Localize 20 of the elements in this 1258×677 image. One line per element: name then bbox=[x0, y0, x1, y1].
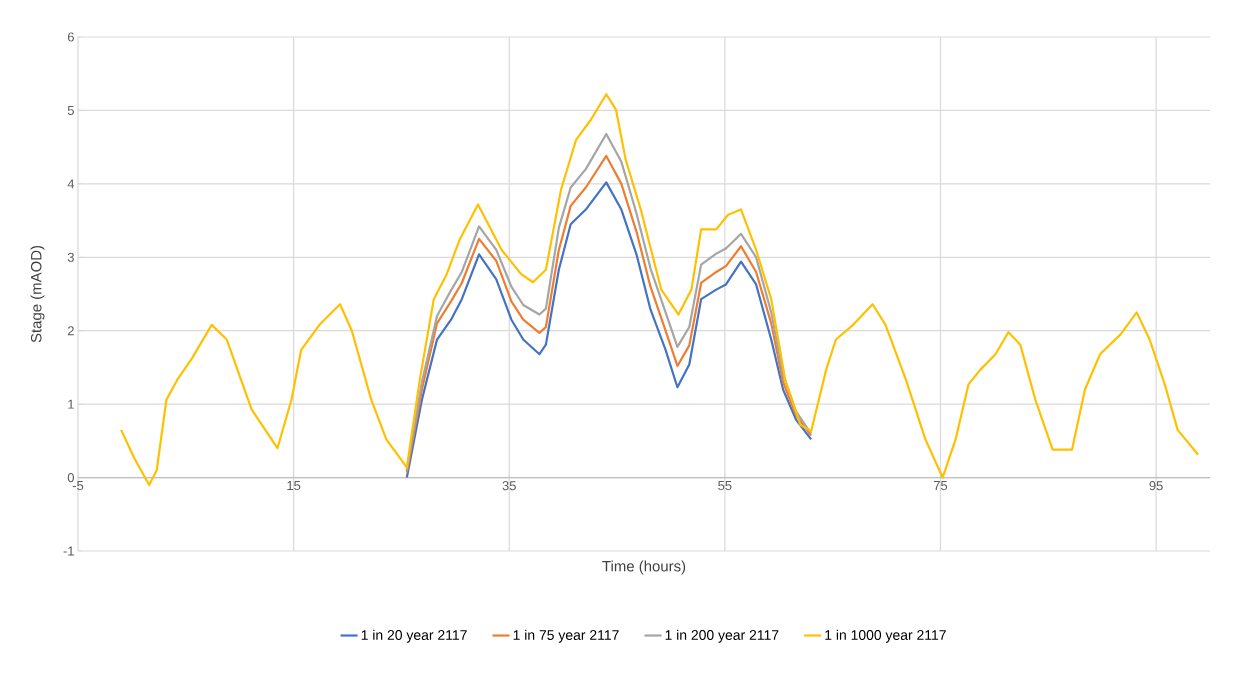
x-axis-title: Time (hours) bbox=[602, 560, 686, 575]
y-axis-title: Stage (mAOD) bbox=[30, 245, 45, 343]
x-tick-label: 35 bbox=[502, 481, 516, 491]
legend-label: 1 in 75 year 2117 bbox=[513, 629, 619, 643]
y-tick-label: 4 bbox=[67, 179, 75, 189]
x-tick-label: 75 bbox=[933, 481, 948, 491]
x-tick-label: -5 bbox=[72, 481, 84, 491]
x-tick-label: 15 bbox=[287, 481, 301, 491]
y-tick-label: 0 bbox=[67, 472, 74, 483]
y-tick-label: 5 bbox=[67, 105, 74, 115]
y-tick-label: 6 bbox=[67, 32, 74, 42]
y-tick-label: -1 bbox=[63, 546, 74, 556]
y-tick-label: 2 bbox=[67, 326, 74, 336]
x-tick-label: 55 bbox=[718, 481, 732, 491]
y-tick-label: 3 bbox=[67, 252, 74, 262]
legend-label: 1 in 1000 year 2117 bbox=[825, 629, 946, 643]
x-tick-label: 95 bbox=[1149, 481, 1163, 491]
legend-label: 1 in 200 year 2117 bbox=[665, 629, 779, 643]
legend-label: 1 in 20 year 2117 bbox=[361, 629, 467, 643]
y-tick-label: 1 bbox=[68, 399, 74, 409]
